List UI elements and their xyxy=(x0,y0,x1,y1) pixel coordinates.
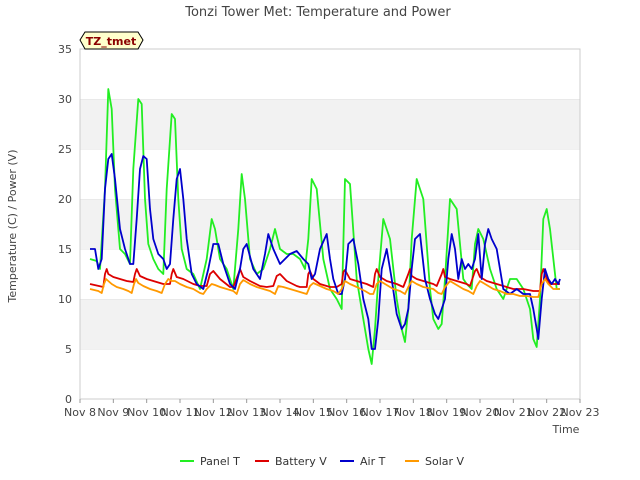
y-tick-label: 25 xyxy=(58,143,72,156)
x-tick-label: Nov 10 xyxy=(127,406,166,419)
x-tick-label: Nov 22 xyxy=(527,406,566,419)
grid-band xyxy=(80,299,580,349)
x-tick-label: Nov 11 xyxy=(161,406,200,419)
chart-title: Tonzi Tower Met: Temperature and Power xyxy=(184,5,451,20)
x-tick-label: Nov 16 xyxy=(327,406,366,419)
series-line-battery-v xyxy=(89,268,560,292)
legend-label-battery-v: Battery V xyxy=(275,455,327,468)
y-tick-label: 30 xyxy=(58,93,72,106)
y-tick-label: 20 xyxy=(58,193,72,206)
x-tick-label: Nov 13 xyxy=(227,406,266,419)
y-axis-label: Temperature (C) / Power (V) xyxy=(6,149,19,303)
y-tick-label: 0 xyxy=(65,393,72,406)
legend-label-panel-t: Panel T xyxy=(200,455,240,468)
x-tick-label: Nov 8 xyxy=(64,406,96,419)
y-axis-ticks: 0 5 10 15 20 25 30 35 xyxy=(58,43,72,406)
legend-label-air-t: Air T xyxy=(360,455,386,468)
x-tick-label: Nov 14 xyxy=(261,406,300,419)
y-tick-label: 10 xyxy=(58,293,72,306)
x-tick-label: Nov 17 xyxy=(361,406,400,419)
series-line-solar-v xyxy=(89,278,560,298)
station-tag: TZ_tmet xyxy=(79,31,144,50)
grid-band xyxy=(80,199,580,249)
grid-band xyxy=(80,349,580,399)
station-tag-box xyxy=(79,31,144,50)
x-axis-label: Time xyxy=(552,423,580,436)
x-tick-label: Nov 15 xyxy=(294,406,333,419)
plot-background-bands xyxy=(80,48,580,399)
x-tick-label: Nov 18 xyxy=(394,406,433,419)
series-line-air-t xyxy=(90,153,561,350)
series-line-panel-t xyxy=(89,88,560,365)
legend-label-solar-v: Solar V xyxy=(425,455,465,468)
y-tick-label: 15 xyxy=(58,243,72,256)
plot-frame xyxy=(79,48,581,400)
x-tick-label: Nov 21 xyxy=(494,406,533,419)
legend: Panel T Battery V Air T Solar V xyxy=(180,455,465,468)
y-tick-label: 35 xyxy=(58,43,72,56)
x-tick-label: Nov 19 xyxy=(427,406,466,419)
station-tag-label: TZ_tmet xyxy=(86,35,136,48)
x-tick-label: Nov 20 xyxy=(461,406,500,419)
grid-band xyxy=(80,149,580,199)
grid-band xyxy=(80,49,580,99)
x-tick-label: Nov 9 xyxy=(97,406,129,419)
series-lines xyxy=(89,88,561,365)
grid-band xyxy=(80,99,580,149)
y-tick-label: 5 xyxy=(65,343,72,356)
x-tick-label: Nov 23 xyxy=(561,406,600,419)
x-tick-label: Nov 12 xyxy=(194,406,233,419)
